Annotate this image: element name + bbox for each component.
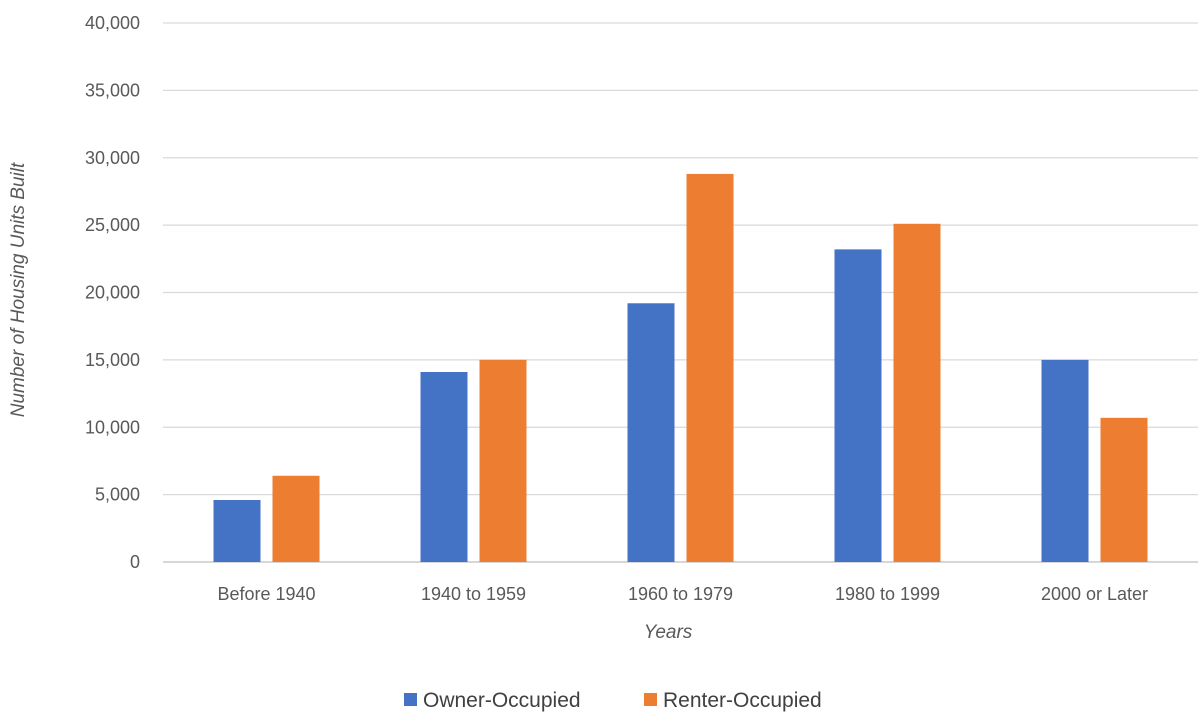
y-tick-label: 30,000 <box>85 148 140 168</box>
y-axis-ticks: 0 5,000 10,000 15,000 20,000 25,000 30,000 35,0… <box>85 13 140 572</box>
bar-renter-occupied <box>893 223 941 562</box>
gridlines <box>163 22 1198 563</box>
legend-label-owner-occupied: Owner-Occupied <box>423 689 581 712</box>
x-axis-ticks: Before 1940 1940 to 1959 1960 to 1979 1980 … <box>217 584 1148 604</box>
bar-owner-occupied <box>213 500 261 562</box>
y-tick-label: 15,000 <box>85 350 140 370</box>
legend: Owner-Occupied Renter-Occupied <box>404 689 822 712</box>
bar-renter-occupied <box>686 173 734 563</box>
bar-owner-occupied <box>420 372 468 562</box>
x-tick-label: 1960 to 1979 <box>628 584 733 604</box>
bars <box>213 173 1148 563</box>
y-axis-title: Number of Housing Units Built <box>8 162 29 417</box>
bar-owner-occupied <box>627 303 675 562</box>
bar-renter-occupied <box>272 475 320 562</box>
y-tick-label: 35,000 <box>85 80 140 100</box>
legend-swatch-renter-occupied <box>644 693 657 706</box>
x-tick-label: 1940 to 1959 <box>421 584 526 604</box>
y-tick-label: 10,000 <box>85 417 140 437</box>
bar-owner-occupied <box>834 249 882 562</box>
legend-swatch-owner-occupied <box>404 693 417 706</box>
bar-renter-occupied <box>1100 417 1148 562</box>
bar-renter-occupied <box>479 359 527 562</box>
y-tick-label: 0 <box>130 552 140 572</box>
y-tick-label: 40,000 <box>85 13 140 33</box>
y-tick-label: 25,000 <box>85 215 140 235</box>
legend-label-renter-occupied: Renter-Occupied <box>663 689 822 712</box>
x-tick-label: 1980 to 1999 <box>835 584 940 604</box>
y-tick-label: 5,000 <box>95 485 140 505</box>
x-axis-title: Years <box>644 622 693 643</box>
bar-owner-occupied <box>1041 359 1089 562</box>
y-tick-label: 20,000 <box>85 283 140 303</box>
x-tick-label: 2000 or Later <box>1041 584 1148 604</box>
x-tick-label: Before 1940 <box>217 584 315 604</box>
